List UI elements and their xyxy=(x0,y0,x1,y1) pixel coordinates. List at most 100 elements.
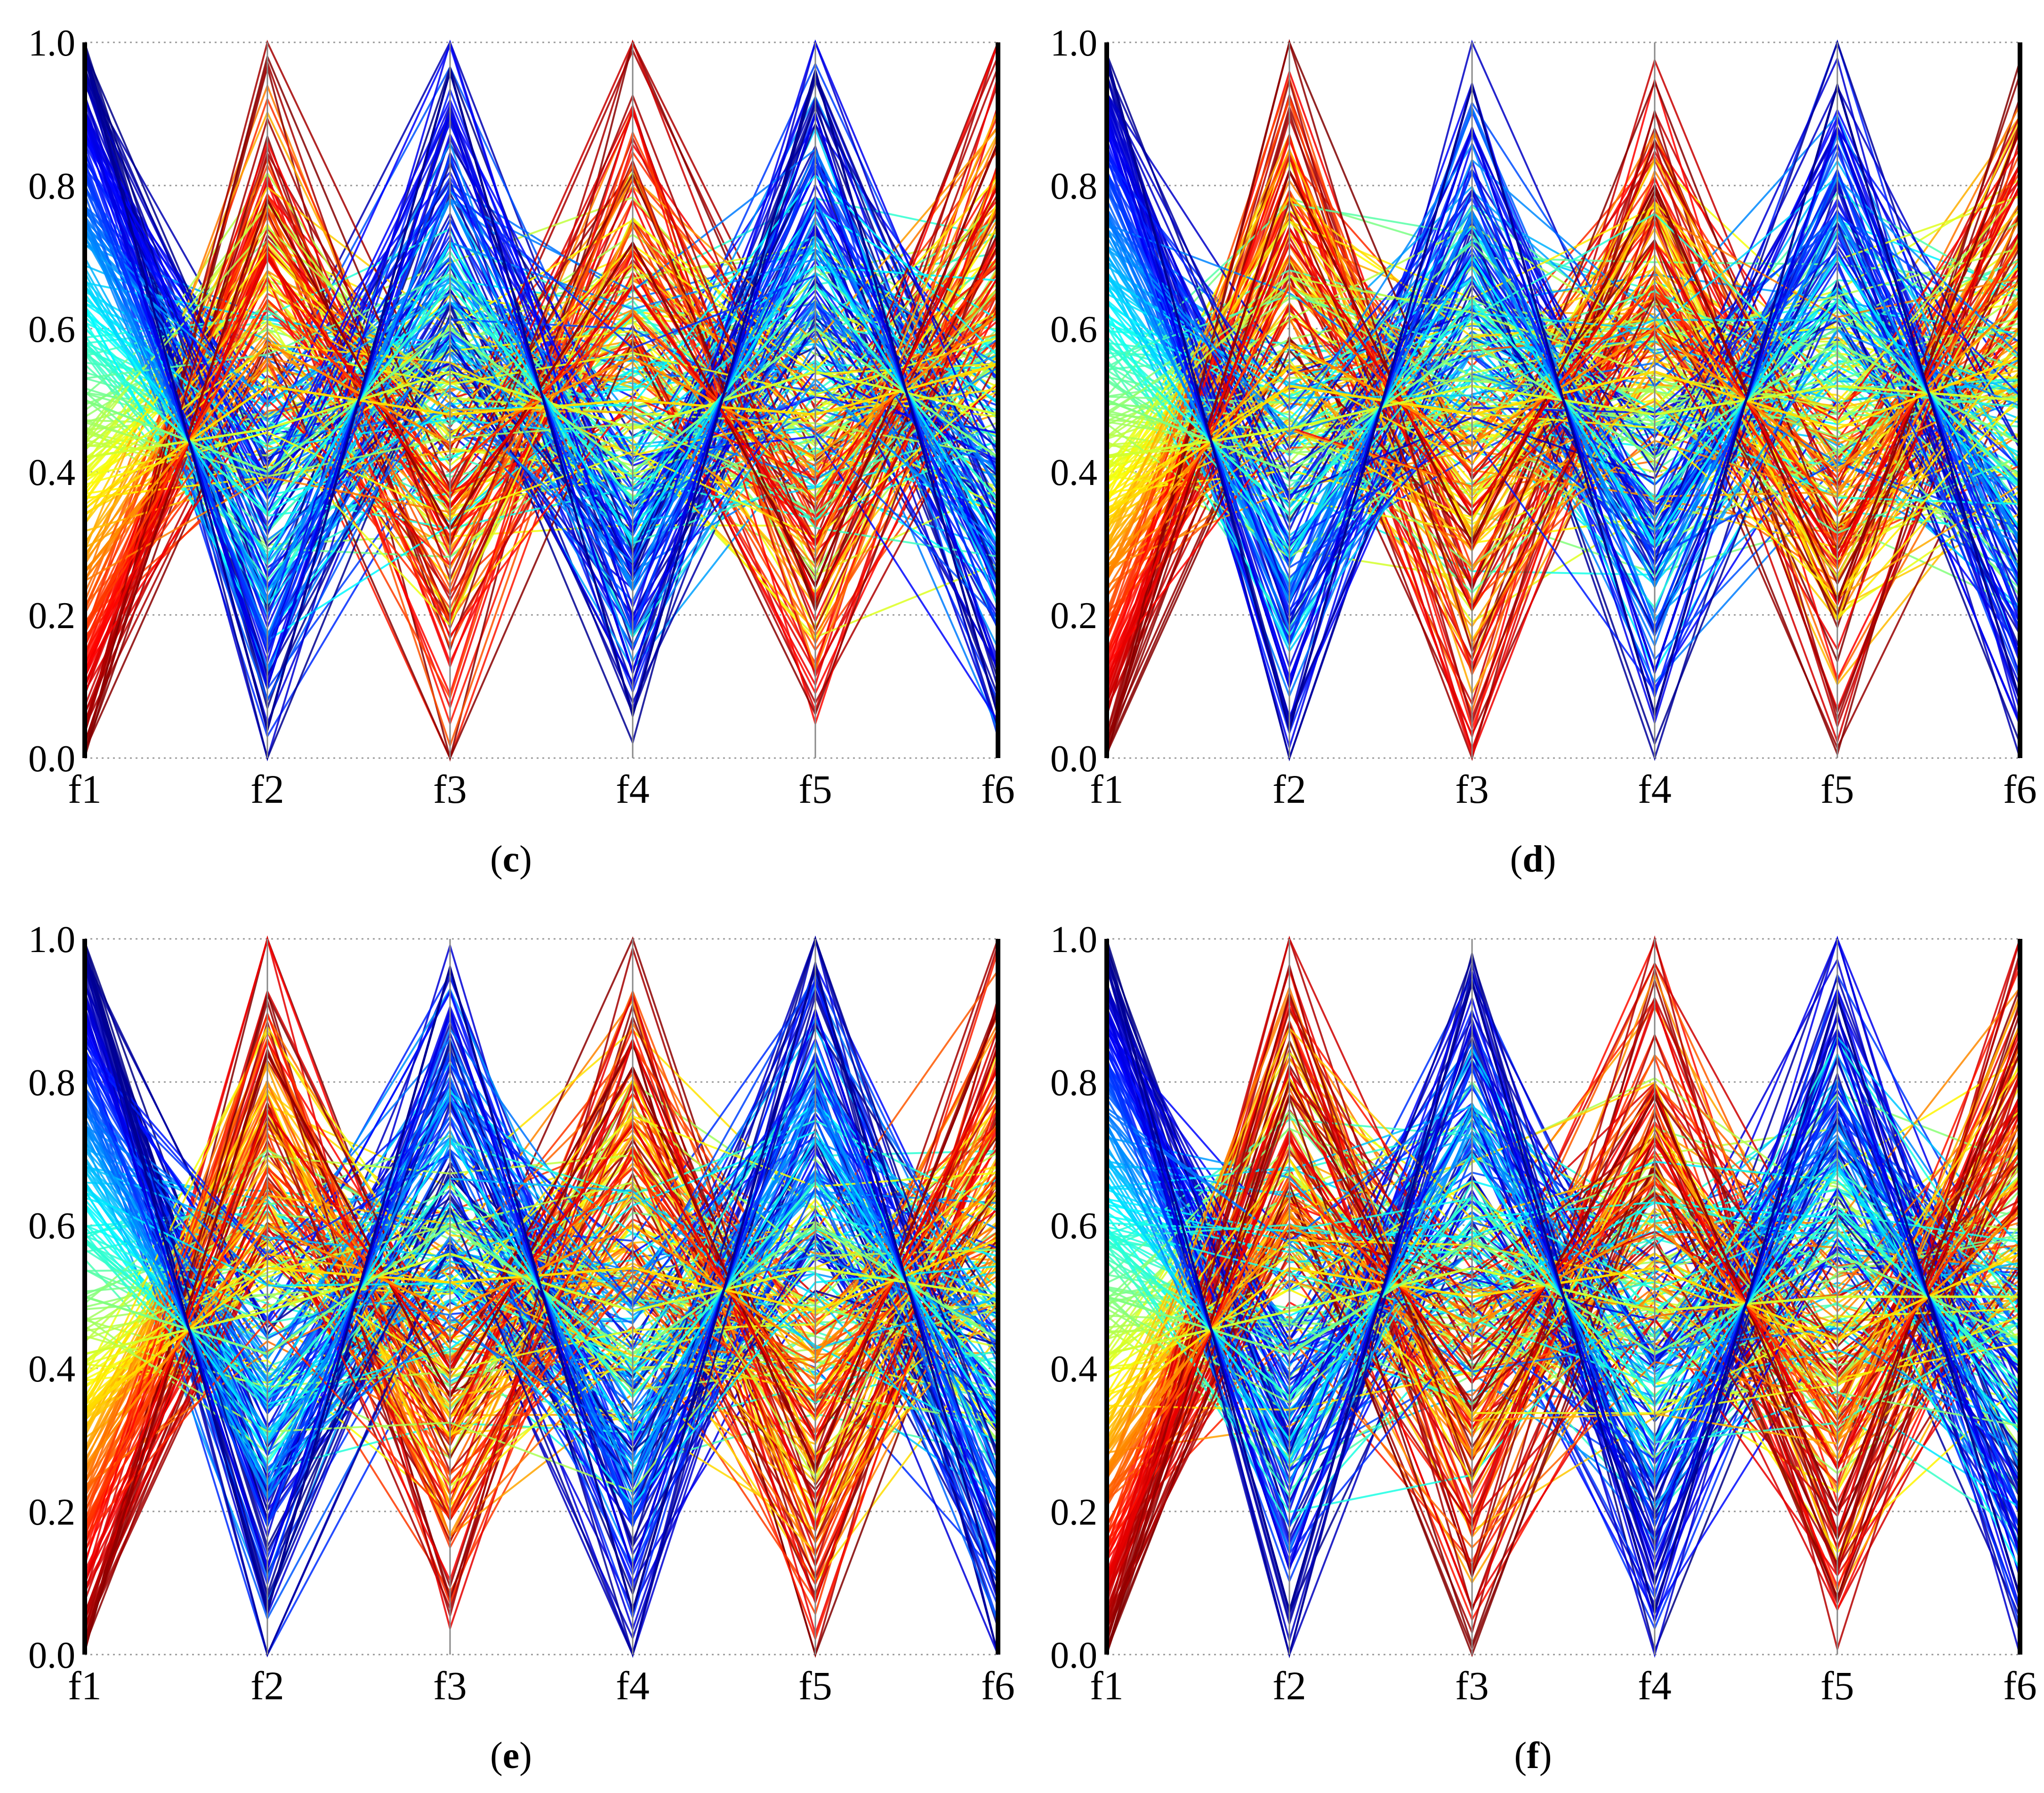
texture-line xyxy=(1106,1073,2021,1595)
y-tick-label: 0.0 xyxy=(28,738,75,780)
y-tick-label: 0.2 xyxy=(28,595,75,637)
texture-line xyxy=(84,224,998,676)
series-line xyxy=(83,56,999,734)
texture-line xyxy=(1106,1015,2021,1565)
y-tick-label: 0.8 xyxy=(28,166,75,207)
x-axis-label: f2 xyxy=(1272,767,1306,812)
series-line xyxy=(1105,56,2021,734)
texture-line xyxy=(84,204,999,603)
texture-line xyxy=(1106,194,2020,642)
texture-line xyxy=(84,1037,999,1622)
texture-line xyxy=(84,336,998,479)
texture-line xyxy=(84,348,998,558)
texture-line xyxy=(1106,1001,2021,1657)
panel-caption-c: (c) xyxy=(490,839,532,880)
x-axis-label: f6 xyxy=(2003,767,2037,812)
texture-line xyxy=(84,1119,998,1313)
texture-line xyxy=(84,988,999,1485)
texture-line xyxy=(84,210,999,544)
texture-line xyxy=(1106,1038,2021,1537)
y-tick-label: 0.0 xyxy=(28,1635,75,1676)
texture-line xyxy=(84,243,999,635)
texture-line xyxy=(84,132,998,501)
texture-line xyxy=(84,236,999,564)
texture-line xyxy=(1106,1055,2021,1485)
texture-line xyxy=(1106,1093,2021,1474)
series-lines xyxy=(1105,39,2021,761)
series-line xyxy=(1105,128,2021,744)
texture-line xyxy=(1106,115,2021,703)
texture-line xyxy=(84,1190,999,1438)
texture-line xyxy=(1106,306,2020,637)
texture-line xyxy=(84,320,998,507)
texture-line xyxy=(84,135,999,582)
texture-line xyxy=(1106,145,2021,612)
y-tick-label: 1.0 xyxy=(1050,919,1097,961)
x-axis-label: f6 xyxy=(981,767,1015,812)
series-line xyxy=(83,1010,999,1641)
texture-line xyxy=(84,1238,998,1487)
series-line xyxy=(84,327,999,474)
series-line xyxy=(1106,1252,2021,1413)
texture-line xyxy=(1106,991,2021,1476)
texture-line xyxy=(1106,75,2021,644)
x-axis-label: f1 xyxy=(1090,767,1124,812)
texture-line xyxy=(84,1122,999,1481)
texture-line xyxy=(84,1052,999,1572)
texture-line xyxy=(84,1098,999,1481)
texture-line xyxy=(1106,148,2020,545)
x-axis-label: f5 xyxy=(798,1663,832,1708)
y-tick-label: 0.6 xyxy=(28,1205,75,1247)
y-tick-label: 0.4 xyxy=(28,452,75,493)
y-tick-label: 0.4 xyxy=(1050,1349,1097,1390)
parallel-coordinates-chart-d: 0.0 0.2 0.4 0.6 0.8 1.0 f1 f2 f3 f4 f5 f6 xyxy=(1050,23,2037,812)
x-axis-label: f4 xyxy=(616,1663,650,1708)
series-line xyxy=(83,142,999,744)
texture-line xyxy=(84,93,999,734)
y-tick-label: 0.6 xyxy=(1050,1205,1097,1247)
x-axis-label: f1 xyxy=(1090,1663,1124,1708)
texture-line xyxy=(1106,143,2020,624)
y-tick-label: 0.2 xyxy=(28,1492,75,1533)
texture-line xyxy=(1106,1135,2021,1630)
y-tick-label: 0.8 xyxy=(28,1062,75,1104)
panel-caption-f: (f) xyxy=(1514,1735,1552,1777)
x-axis-label: f6 xyxy=(2003,1663,2037,1708)
x-axis-label: f1 xyxy=(68,1663,102,1708)
texture-line xyxy=(84,262,998,525)
y-tick-label: 0.2 xyxy=(1050,1492,1097,1533)
y-tick-label: 0.4 xyxy=(1050,452,1097,493)
y-tick-label: 0.0 xyxy=(1050,1635,1097,1676)
texture-line xyxy=(1106,995,2021,1625)
parallel-coordinates-chart-f: 0.0 0.2 0.4 0.6 0.8 1.0 f1 f2 f3 f4 f5 f6 xyxy=(1050,919,2037,1708)
series-line xyxy=(83,1067,999,1583)
texture-line xyxy=(1106,137,2021,664)
x-axis-label: f3 xyxy=(433,767,467,812)
texture-line xyxy=(84,343,998,510)
caption-letter: c xyxy=(502,839,520,880)
series-line xyxy=(1105,1096,2021,1583)
texture-line xyxy=(1106,1178,2021,1533)
texture-line xyxy=(1106,1126,2021,1471)
texture-line xyxy=(1106,961,2021,1658)
x-axis-label: f5 xyxy=(1820,767,1854,812)
texture-line xyxy=(84,1078,999,1525)
texture-line xyxy=(84,39,999,666)
y-tick-label: 1.0 xyxy=(1050,23,1097,64)
texture-line xyxy=(1106,225,2020,439)
y-tick-label: 0.0 xyxy=(1050,738,1097,780)
series-line xyxy=(1105,1153,2021,1526)
series-line xyxy=(1106,356,2020,516)
series-line xyxy=(1105,242,2021,630)
texture-line xyxy=(84,249,999,664)
series-line xyxy=(84,1252,998,1356)
texture-line xyxy=(1106,116,2021,751)
caption-letter: e xyxy=(502,1735,520,1777)
texture-line xyxy=(84,1068,999,1537)
texture-line xyxy=(84,120,999,686)
texture-line xyxy=(84,973,999,1491)
caption-letter: f xyxy=(1527,1735,1539,1777)
texture-line xyxy=(84,1249,998,1493)
texture-line xyxy=(84,221,999,760)
x-axis-label: f4 xyxy=(1638,767,1672,812)
